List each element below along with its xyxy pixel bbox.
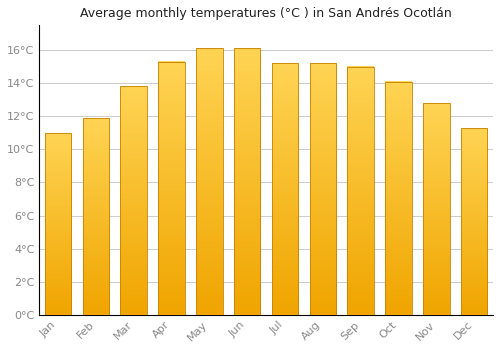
Bar xyxy=(386,82,411,315)
Bar xyxy=(272,63,298,315)
Bar xyxy=(120,86,147,315)
Bar xyxy=(310,63,336,315)
Bar xyxy=(461,128,487,315)
Bar xyxy=(196,48,222,315)
Title: Average monthly temperatures (°C ) in San Andrés Ocotlán: Average monthly temperatures (°C ) in Sa… xyxy=(80,7,452,20)
Bar xyxy=(234,48,260,315)
Bar xyxy=(82,118,109,315)
Bar xyxy=(158,62,185,315)
Bar xyxy=(348,66,374,315)
Bar xyxy=(45,133,72,315)
Bar xyxy=(423,103,450,315)
